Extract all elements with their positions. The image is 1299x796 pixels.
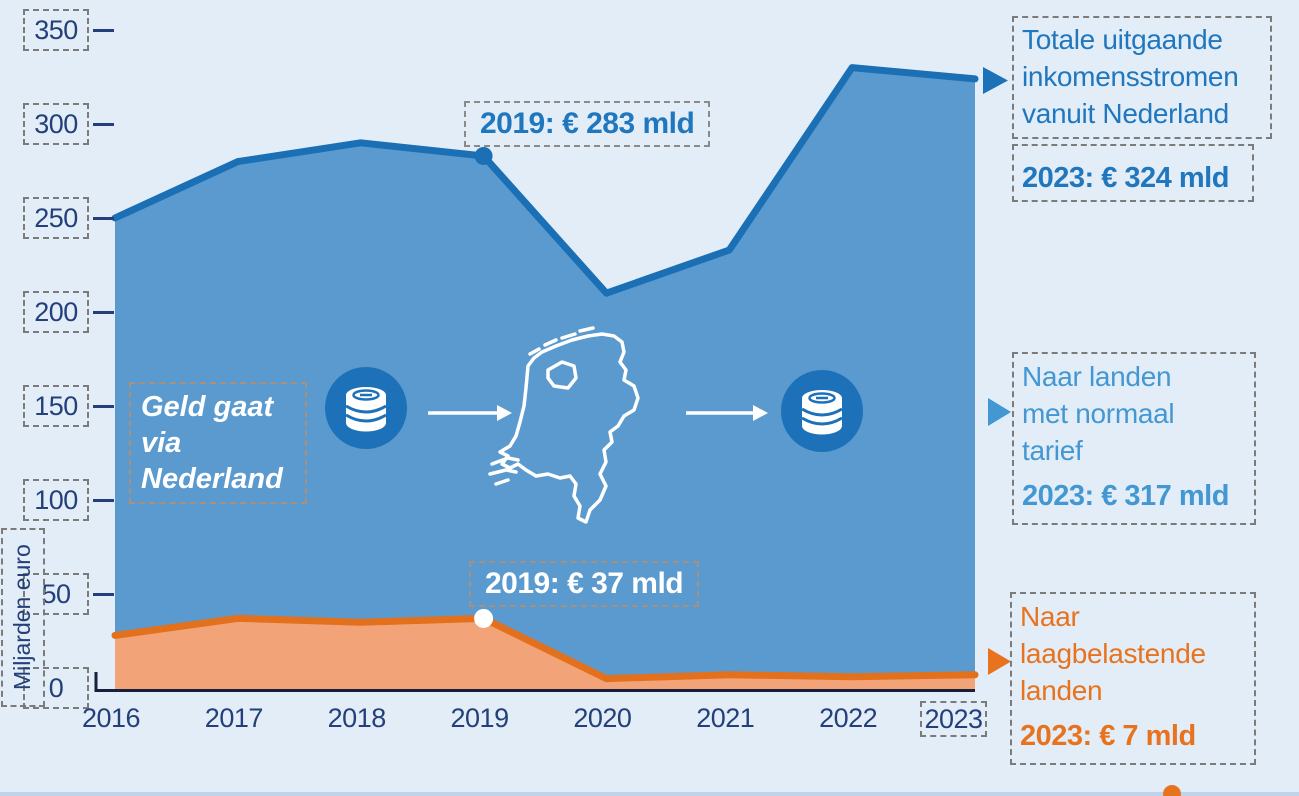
legend-low-box: Naar laagbelastende landen 2023: € 7 mld xyxy=(1010,592,1256,765)
footer-bar xyxy=(0,792,1299,796)
pointer-total-icon xyxy=(983,67,1008,94)
y-axis-tick-label: 50 xyxy=(23,573,89,615)
annotation-total-2019: 2019: € 283 mld xyxy=(464,101,711,147)
total-area-line xyxy=(111,64,979,297)
total-area-fill xyxy=(115,67,975,691)
orange-dot-icon xyxy=(1163,785,1181,796)
flow-caption: Geld gaat via Nederland xyxy=(129,382,307,504)
y-axis-tick-mark xyxy=(93,592,114,596)
flow-arrow-icon xyxy=(428,405,768,421)
coin-stack-icon xyxy=(781,370,863,452)
pointer-low-icon xyxy=(988,648,1011,675)
legend-total-title-box: Totale uitgaande inkomensstromen vanuit … xyxy=(1012,16,1272,139)
netherlands-map-icon xyxy=(488,326,640,524)
y-axis-title: Miljarden euro xyxy=(9,544,35,691)
y-axis-tick-mark xyxy=(93,122,114,126)
y-axis-tick-label: 250 xyxy=(23,197,89,239)
low-tax-area-line xyxy=(111,614,979,683)
legend-normal-title: Naar landen met normaal tarief xyxy=(1022,361,1175,466)
low-tax-2019-marker xyxy=(474,608,494,628)
x-axis-label: 2021 xyxy=(696,703,755,733)
coin-stack-icon xyxy=(325,367,407,449)
y-axis-tick-mark xyxy=(93,404,114,408)
y-axis-tick-label: 150 xyxy=(23,385,89,427)
x-axis-label: 2023 xyxy=(920,701,987,737)
y-axis-title-box: Miljarden euro xyxy=(1,528,45,707)
y-axis-tick-mark xyxy=(93,216,114,220)
axis-corner xyxy=(94,672,975,692)
x-axis-label: 2022 xyxy=(819,703,878,733)
legend-normal-box: Naar landen met normaal tarief 2023: € 3… xyxy=(1012,352,1256,525)
low-tax-area-fill xyxy=(115,618,975,690)
y-axis-tick-mark xyxy=(93,310,114,314)
y-axis-tick-label: 100 xyxy=(23,479,89,521)
x-axis-label: 2017 xyxy=(204,703,264,733)
x-axis-label: 2020 xyxy=(573,703,632,733)
y-axis-tick-label: 0 xyxy=(23,667,89,709)
legend-total-value-box: 2023: € 324 mld xyxy=(1012,144,1254,202)
annotation-low-2019: 2019: € 37 mld xyxy=(469,561,700,607)
x-axis-label: 2018 xyxy=(327,703,387,733)
y-axis-tick-mark xyxy=(93,28,114,32)
legend-low-title: Naar laagbelastende landen xyxy=(1020,601,1206,706)
legend-normal-value: 2023: € 317 mld xyxy=(1022,480,1229,512)
y-axis-tick-label: 300 xyxy=(23,103,89,145)
y-axis-tick-label: 200 xyxy=(23,291,89,333)
x-axis-label: 2016 xyxy=(81,703,141,733)
y-axis-tick-mark xyxy=(93,498,114,502)
x-axis-label: 2019 xyxy=(450,703,510,733)
total-2019-marker xyxy=(474,146,493,165)
y-axis-tick-label: 350 xyxy=(23,9,89,51)
legend-total-value: 2023: € 324 mld xyxy=(1022,162,1229,194)
legend-low-value: 2023: € 7 mld xyxy=(1020,720,1196,752)
pointer-normal-icon xyxy=(988,398,1011,426)
legend-total-title: Totale uitgaande inkomensstromen vanuit … xyxy=(1022,24,1239,129)
